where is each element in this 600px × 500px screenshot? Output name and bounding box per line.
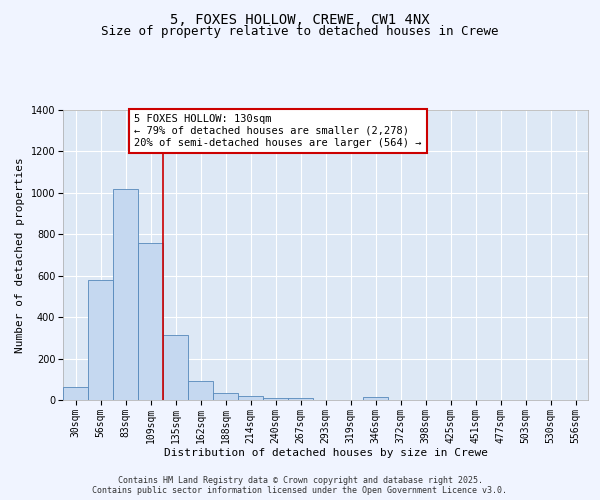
Text: 5, FOXES HOLLOW, CREWE, CW1 4NX: 5, FOXES HOLLOW, CREWE, CW1 4NX bbox=[170, 12, 430, 26]
Y-axis label: Number of detached properties: Number of detached properties bbox=[15, 157, 25, 353]
Bar bbox=[238, 396, 263, 400]
Text: Contains HM Land Registry data © Crown copyright and database right 2025.
Contai: Contains HM Land Registry data © Crown c… bbox=[92, 476, 508, 495]
X-axis label: Distribution of detached houses by size in Crewe: Distribution of detached houses by size … bbox=[163, 448, 487, 458]
Bar bbox=[163, 335, 188, 400]
Bar bbox=[63, 386, 88, 400]
Bar bbox=[138, 242, 163, 400]
Bar bbox=[188, 382, 213, 400]
Bar bbox=[113, 188, 138, 400]
Text: 5 FOXES HOLLOW: 130sqm
← 79% of detached houses are smaller (2,278)
20% of semi-: 5 FOXES HOLLOW: 130sqm ← 79% of detached… bbox=[134, 114, 421, 148]
Bar bbox=[213, 393, 238, 400]
Bar bbox=[363, 397, 388, 400]
Text: Size of property relative to detached houses in Crewe: Size of property relative to detached ho… bbox=[101, 25, 499, 38]
Bar bbox=[88, 280, 113, 400]
Bar bbox=[263, 398, 288, 400]
Bar bbox=[288, 398, 313, 400]
